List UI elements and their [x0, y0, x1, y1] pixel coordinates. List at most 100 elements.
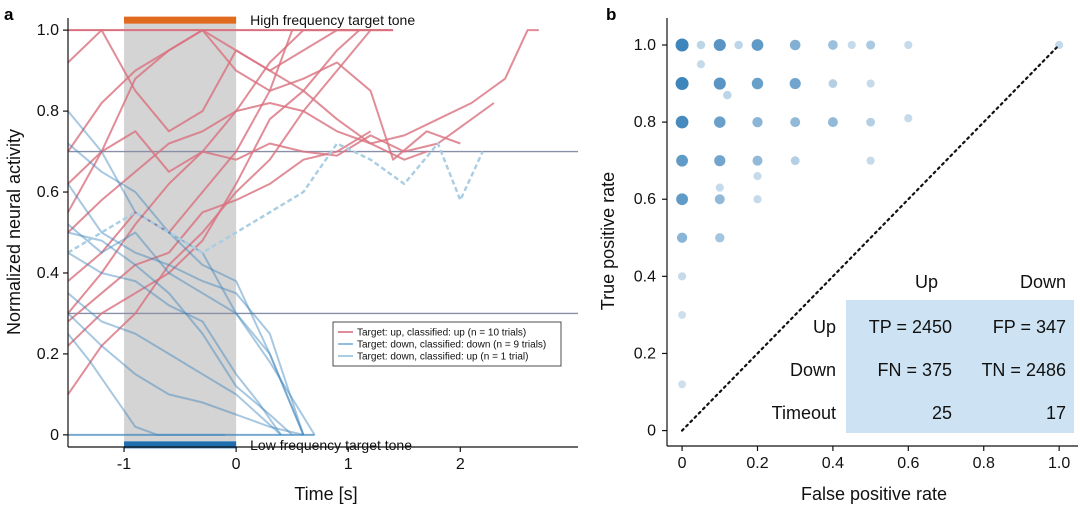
- legend-box: [332, 321, 562, 367]
- roc-point-14: [789, 77, 801, 90]
- y-tick-label-1: 0.2: [634, 345, 656, 362]
- roc-point-38: [677, 272, 687, 281]
- y-tick-label-3: 0.6: [37, 184, 59, 201]
- roc-point-19: [675, 115, 689, 129]
- trace-up-8: [67, 29, 428, 161]
- panel-a-legend: Target: up, classified: up (n = 10 trial…: [332, 321, 562, 367]
- y-tick-label-5: 1.0: [634, 37, 656, 54]
- roc-point-8: [696, 40, 706, 50]
- trace-up-2: [67, 29, 360, 213]
- roc-point-10: [847, 40, 856, 50]
- roc-point-30: [866, 156, 875, 165]
- roc-point-15: [828, 79, 838, 88]
- table-cell-0-1: FP = 347: [993, 317, 1066, 337]
- y-tick-label-0: 0: [50, 427, 59, 444]
- panel-b-points: [675, 38, 1064, 432]
- trace-down-16: [67, 183, 305, 436]
- y-tick-label-4: 0.8: [37, 103, 59, 120]
- table-cell-1-1: TN = 2486: [981, 360, 1066, 380]
- roc-point-31: [753, 171, 762, 181]
- table-row-label-2: Timeout: [772, 403, 836, 423]
- roc-point-40: [678, 380, 687, 389]
- roc-point-16: [866, 79, 875, 88]
- panel-a-x-axis-label: Time [s]: [294, 484, 357, 504]
- roc-point-25: [904, 114, 913, 123]
- panel-a-axes: -1 0 1 2 0 0.2 0.4 0.6 0.8 1.0: [37, 18, 578, 473]
- x-tick-label-0: -1: [117, 456, 131, 473]
- legend-entry-1: Target: down, classified: down (n = 9 tr…: [357, 340, 546, 351]
- trace-down_up-19: [67, 142, 484, 254]
- x-tick-label-2: 1: [344, 456, 353, 473]
- trace-down-15: [67, 292, 282, 436]
- panel-a-label: a: [4, 5, 14, 24]
- y-tick-label-5: 1.0: [37, 22, 59, 39]
- table-cell-2-1: 17: [1046, 403, 1066, 423]
- trace-down-14: [67, 223, 316, 436]
- roc-point-0: [675, 38, 689, 52]
- roc-point-1: [713, 38, 726, 52]
- panel-b-y-axis-label: True positive rate: [598, 172, 618, 310]
- confusion-table-fill: [846, 300, 1074, 433]
- roc-point-27: [714, 155, 726, 167]
- panel-a-y-axis-label: Normalized neural activity: [4, 129, 24, 335]
- roc-point-35: [715, 183, 724, 192]
- panel-a-background: [68, 18, 578, 447]
- y-tick-label-2: 0.4: [37, 265, 59, 282]
- trace-up-3: [67, 102, 495, 185]
- high-tone-label: High frequency target tone: [250, 12, 415, 28]
- roc-point-21: [752, 116, 763, 128]
- roc-point-7: [1055, 40, 1064, 50]
- table-row-label-1: Down: [790, 360, 836, 380]
- y-tick-label-3: 0.6: [634, 191, 656, 208]
- y-tick-label-4: 0.8: [634, 114, 656, 131]
- x-tick-label-0: 0: [678, 455, 687, 472]
- trace-up-1: [67, 29, 539, 234]
- roc-point-20: [714, 116, 726, 128]
- panel-a: a High frequency target tone Low frequenc…: [4, 5, 578, 504]
- panel-a-overlays: High frequency target tone Low frequency …: [68, 12, 415, 453]
- roc-point-3: [789, 39, 801, 51]
- x-tick-label-1: 0.2: [746, 455, 768, 472]
- confusion-table: Up Down Up TP = 2450 FP = 347 Down FN = 375 TN …: [772, 272, 1074, 433]
- roc-point-2: [751, 39, 764, 51]
- trace-up-6: [67, 29, 361, 347]
- roc-point-22: [790, 117, 801, 128]
- trace-down-18: [67, 142, 305, 436]
- roc-point-12: [713, 77, 726, 90]
- trace-up-7: [67, 29, 294, 282]
- roc-point-29: [790, 156, 800, 166]
- table-col-header-0: Up: [915, 272, 938, 292]
- y-tick-label-2: 0.4: [634, 268, 656, 285]
- legend-entry-2: Target: down, classified: up (n = 1 tria…: [357, 352, 528, 363]
- roc-point-28: [752, 155, 763, 166]
- roc-point-4: [828, 40, 838, 50]
- x-tick-label-1: 0: [232, 456, 241, 473]
- low-tone-label: Low frequency target tone: [250, 437, 412, 453]
- x-tick-label-3: 0.6: [897, 455, 919, 472]
- roc-point-18: [696, 60, 706, 69]
- table-row-label-0: Up: [813, 317, 836, 337]
- y-tick-label-0: 0: [647, 423, 656, 440]
- trace-up-9: [67, 130, 372, 323]
- roc-point-24: [866, 117, 876, 127]
- panel-b-x-axis-label: False positive rate: [801, 484, 947, 504]
- roc-point-11: [675, 77, 689, 91]
- panel-b-axes: 0 0.2 0.4 0.6 0.8 1.0 0 0.2 0.4 0.6 0.8 1.0: [634, 18, 1078, 472]
- table-cell-0-0: TP = 2450: [869, 317, 952, 337]
- y-tick-label-1: 0.2: [37, 346, 59, 363]
- roc-point-26: [676, 154, 688, 167]
- roc-point-33: [714, 194, 725, 205]
- roc-point-32: [676, 193, 688, 206]
- x-tick-label-4: 0.8: [973, 455, 995, 472]
- roc-point-9: [734, 40, 743, 50]
- target-tone-interval-shade: [124, 18, 237, 447]
- table-col-header-1: Down: [1020, 272, 1066, 292]
- roc-point-37: [715, 233, 725, 243]
- roc-point-5: [866, 40, 876, 50]
- roc-point-13: [751, 77, 764, 90]
- roc-point-34: [753, 195, 762, 204]
- table-cell-1-0: FN = 375: [877, 360, 952, 380]
- panel-b-label: b: [606, 5, 616, 24]
- roc-point-17: [723, 90, 732, 100]
